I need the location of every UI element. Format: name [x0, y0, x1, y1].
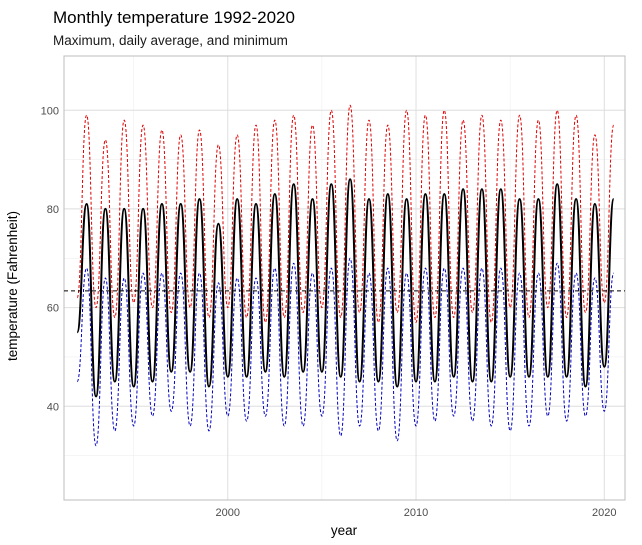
- series: [76, 104, 615, 447]
- chart-subtitle: Maximum, daily average, and minimum: [53, 33, 288, 48]
- x-tick-label: 2010: [404, 507, 428, 519]
- x-tick-label: 2020: [592, 507, 616, 519]
- y-tick-label: 80: [47, 204, 59, 216]
- chart-title: Monthly temperature 1992-2020: [53, 8, 295, 27]
- y-tick-label: 60: [47, 303, 59, 315]
- x-tick-label: 2000: [216, 507, 240, 519]
- y-axis-title: temperature (Fahrenheit): [5, 211, 20, 361]
- series-line-3: [76, 257, 615, 447]
- series-line-1: [76, 104, 615, 323]
- y-tick-label: 100: [41, 105, 59, 117]
- series-line-2: [76, 178, 615, 398]
- tick-labels: 40 60 80 100 2000 2010 2020: [41, 105, 617, 519]
- x-axis-title: year: [331, 523, 358, 538]
- y-tick-label: 40: [47, 401, 59, 413]
- panel-border: [63, 55, 626, 501]
